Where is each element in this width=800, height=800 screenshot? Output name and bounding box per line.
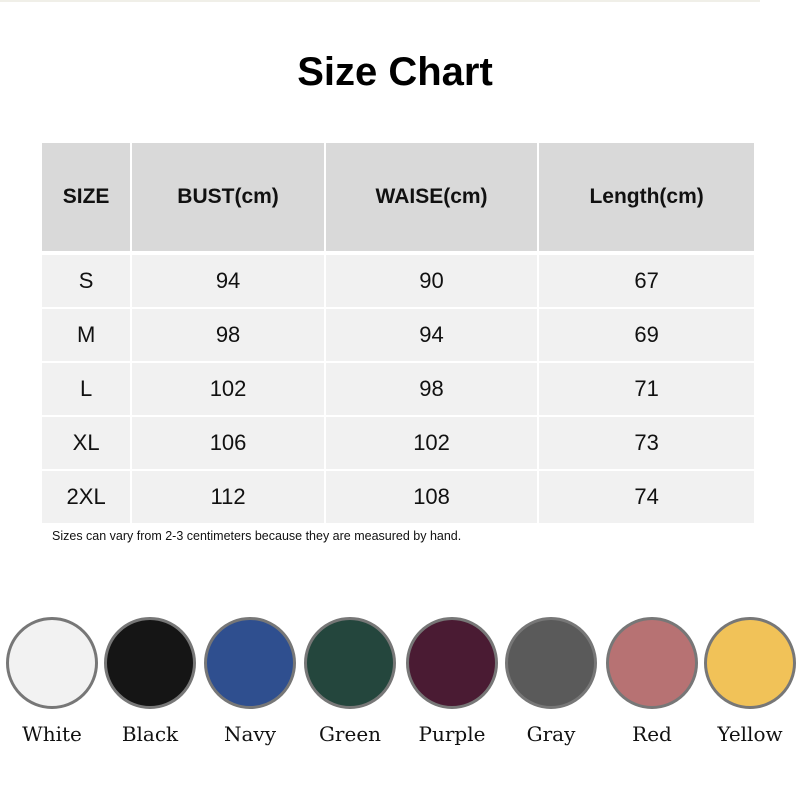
table-cell: 98	[324, 361, 540, 416]
size-table: SIZE BUST(cm) WAISE(cm) Length(cm) S 94 90…	[42, 143, 754, 523]
color-swatch-green[interactable]	[304, 617, 396, 709]
color-swatch-navy[interactable]	[204, 617, 296, 709]
table-cell: 71	[538, 361, 754, 416]
color-swatch-yellow[interactable]	[704, 617, 796, 709]
table-cell: XL	[42, 415, 133, 470]
table-row: L 102 98 71	[42, 361, 754, 416]
top-divider	[0, 0, 760, 2]
table-row: M 98 94 69	[42, 307, 754, 362]
color-label: Green	[318, 722, 382, 746]
color-label: Gray	[526, 722, 576, 746]
table-cell: 108	[324, 469, 540, 523]
measurement-note: Sizes can vary from 2-3 centimeters beca…	[52, 529, 462, 543]
color-label: White	[22, 722, 82, 746]
table-cell: 74	[538, 469, 754, 523]
color-swatch-purple[interactable]	[406, 617, 498, 709]
color-label: Navy	[223, 722, 277, 746]
header-length: Length(cm)	[538, 143, 754, 253]
table-cell: 102	[131, 361, 326, 416]
table-cell: L	[42, 361, 133, 416]
table-cell: 67	[538, 251, 754, 308]
color-label: Black	[121, 722, 179, 746]
color-label: Purple	[418, 722, 486, 746]
table-cell: 102	[324, 415, 540, 470]
color-swatch-red[interactable]	[606, 617, 698, 709]
page-title: Size Chart	[297, 50, 493, 94]
header-size: SIZE	[42, 143, 133, 253]
color-label: Red	[632, 722, 672, 746]
header-waist: WAISE(cm)	[324, 143, 540, 253]
table-cell: M	[42, 307, 133, 362]
table-cell: 94	[324, 307, 540, 362]
table-row: 2XL 112 108 74	[42, 469, 754, 523]
header-bust: BUST(cm)	[131, 143, 326, 253]
table-cell: 106	[131, 415, 326, 470]
header-row: SIZE BUST(cm) WAISE(cm) Length(cm)	[42, 143, 754, 253]
color-swatch-white[interactable]	[6, 617, 98, 709]
color-swatch-gray[interactable]	[505, 617, 597, 709]
table-cell: 98	[131, 307, 326, 362]
table-row: XL 106 102 73	[42, 415, 754, 470]
table-cell: 69	[538, 307, 754, 362]
color-label: Yellow	[717, 722, 783, 746]
table-cell: S	[42, 251, 133, 308]
table-cell: 73	[538, 415, 754, 470]
table-row: S 94 90 67	[42, 251, 754, 308]
table-cell: 112	[131, 469, 326, 523]
table-cell: 90	[324, 251, 540, 308]
table-cell: 2XL	[42, 469, 133, 523]
table-cell: 94	[131, 251, 326, 308]
color-swatch-black[interactable]	[104, 617, 196, 709]
